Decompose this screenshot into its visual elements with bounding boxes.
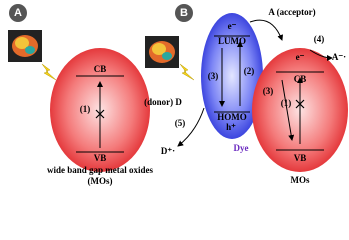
diagram: A CB VB (1) wide band gap metal oxides (… [8,4,348,186]
acceptor-reduced: A⁻· [332,52,346,62]
caption: (MOs) [88,176,113,186]
step-label: (5) [175,118,186,128]
blocked-mark [295,99,305,109]
dye-molecule [201,13,263,139]
step-label: (1) [281,98,292,108]
donor-arrow [177,107,205,147]
step-label: (3) [208,71,219,81]
cb-label: CB [294,74,307,84]
blocked-mark [95,109,105,119]
vb-label: VB [94,153,107,163]
electron: e⁻ [296,52,305,62]
electron: e⁻ [228,21,237,31]
panel-label: B [180,7,188,19]
panel-badge [9,4,27,22]
lumo-label: LUMO [218,36,246,46]
injection-arrow [249,19,284,41]
step-label: (4) [314,34,325,44]
homo-label: HOMO [217,112,247,122]
recombination-arrow [281,79,295,141]
light-bolt [179,63,195,81]
dye-label: Dye [234,143,249,153]
hole: h⁺ [226,122,236,132]
dye-icon [145,36,179,68]
vb-label: VB [294,153,307,163]
acceptor: A (acceptor) [268,7,315,17]
donor-oxidized: D⁺· [161,146,175,156]
panel-badge [175,4,193,22]
light-bolt [41,63,57,81]
acceptor-arrow [309,49,333,61]
step-label: (2) [244,66,255,76]
caption: wide band gap metal oxides [47,165,154,175]
cb-label: CB [94,64,107,74]
mo-label: MOs [291,175,310,185]
donor: (donor) D [144,97,182,107]
dye-icon [8,30,42,62]
panel-label: A [14,7,22,19]
step-label: (1) [80,104,91,114]
step-label: (3) [263,86,274,96]
